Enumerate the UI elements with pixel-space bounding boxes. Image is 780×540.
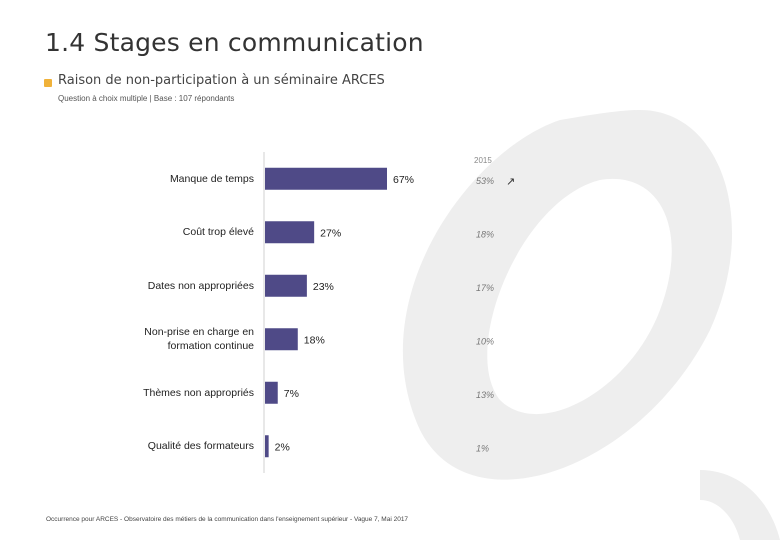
comparison-label: 53% [476, 176, 494, 186]
category-label: Dates non appropriées [147, 279, 254, 292]
bar [265, 328, 298, 351]
comparison-year-label: 2015 [474, 156, 492, 165]
comparison-label: 13% [476, 390, 494, 400]
trend-up-arrow-icon: ↗ [506, 176, 516, 188]
comparison-label: 17% [476, 283, 494, 293]
data-label: 27% [320, 227, 341, 239]
category-label: Qualité des formateurs [147, 440, 254, 453]
category-label: Manque de temps [169, 172, 254, 185]
comparison-label: 10% [476, 336, 494, 346]
data-label: 23% [313, 281, 334, 293]
data-label: 2% [275, 441, 290, 453]
bullet-marker [44, 79, 52, 87]
data-label: 7% [284, 388, 299, 400]
bar [265, 435, 269, 458]
category-label: Non-prise en charge en formation continue [144, 326, 254, 353]
bar [265, 221, 315, 244]
bar [265, 167, 387, 190]
bar [265, 381, 278, 404]
question-note: Question à choix multiple | Base : 107 r… [58, 94, 235, 103]
source-footnote: Occurrence pour ARCES - Observatoire des… [46, 516, 409, 523]
data-label: 18% [304, 334, 325, 346]
page-title: 1.4 Stages en communication [45, 28, 424, 57]
category-label: Thèmes non appropriés [143, 386, 254, 399]
category-label: Coût trop élevé [182, 226, 254, 239]
comparison-label: 1% [476, 443, 489, 453]
data-label: 67% [393, 174, 414, 186]
bar [265, 274, 307, 297]
comparison-label: 18% [476, 229, 494, 239]
chart-subtitle: Raison de non-participation à un séminai… [58, 73, 385, 88]
